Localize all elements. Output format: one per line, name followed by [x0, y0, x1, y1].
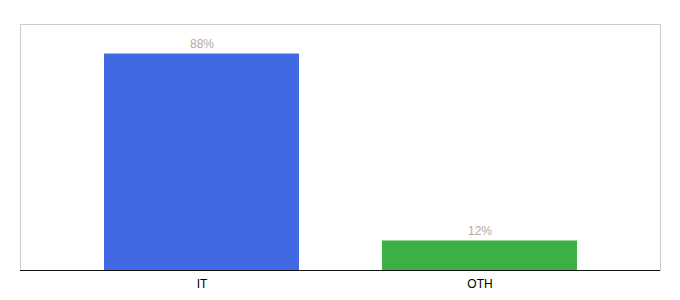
- svg-text:OTH: OTH: [467, 277, 492, 291]
- svg-text:88%: 88%: [190, 37, 214, 51]
- svg-text:12%: 12%: [468, 224, 492, 238]
- svg-text:IT: IT: [197, 277, 208, 291]
